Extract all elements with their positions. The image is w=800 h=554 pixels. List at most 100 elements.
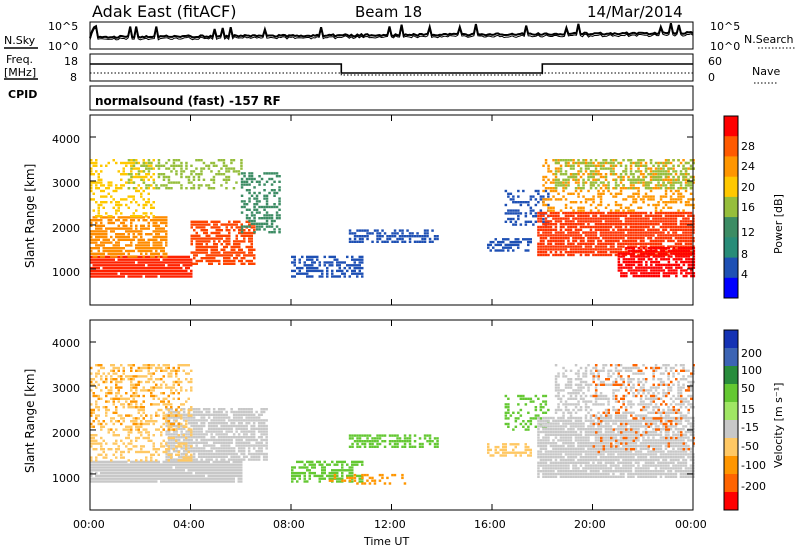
- scatter-region: [617, 246, 696, 278]
- nave-tick-top: 60: [708, 55, 722, 68]
- power-colorbar: 28 24 20 16 12 8 4 Power [dB]: [723, 115, 785, 299]
- scatter-region: [90, 364, 193, 462]
- power-ylabel: Slant Range [km]: [23, 164, 37, 268]
- power-cbar-tick-16: 16: [741, 201, 755, 214]
- scatter-region: [90, 460, 243, 483]
- x-axis: 00:00 04:00 08:00 12:00 16:00 20:00 00:0…: [73, 518, 707, 548]
- scatter-region: [190, 220, 256, 265]
- cpid-text: normalsound (fast) -157 RF: [95, 94, 281, 108]
- colorbar-swatch: [724, 277, 738, 299]
- xtick-2000: 20:00: [574, 518, 606, 531]
- cpid-panel: CPID normalsound (fast) -157 RF: [8, 85, 694, 111]
- scatter-region: [554, 159, 695, 190]
- freq-tick-top: 18: [64, 55, 78, 68]
- velocity-ytick-3000: 3000: [52, 382, 80, 395]
- colorbar-swatch: [724, 196, 738, 218]
- power-tick-marks: [89, 115, 694, 305]
- scatter-region: [487, 443, 532, 457]
- station-title: Adak East (fitACF): [92, 2, 236, 21]
- velocity-cbar-tick-m100: -100: [741, 459, 766, 472]
- scatter-region: [90, 255, 193, 278]
- power-cbar-tick-12: 12: [741, 226, 755, 239]
- xtick-1200: 12:00: [374, 518, 406, 531]
- power-data: [90, 159, 696, 278]
- velocity-ytick-1000: 1000: [52, 472, 80, 485]
- power-cbar-tick-4: 4: [741, 268, 748, 281]
- scatter-region: [291, 255, 364, 278]
- nave-label: Nave: [752, 65, 780, 78]
- power-cbar-label: Power [dB]: [772, 194, 785, 254]
- noise-tick-top-right: 10^5: [710, 20, 740, 33]
- beam-title: Beam 18: [355, 3, 422, 21]
- nave-line: [90, 72, 693, 76]
- velocity-colorbar: 200 100 50 15 -15 -50 -100 -200 Velocity…: [723, 329, 785, 511]
- velocity-ytick-2000: 2000: [52, 427, 80, 440]
- xtick-0800: 08:00: [273, 518, 305, 531]
- xtick-0400: 04:00: [173, 518, 205, 531]
- power-cbar-tick-8: 8: [741, 248, 748, 261]
- scatter-region: [537, 416, 695, 478]
- colorbar-swatch: [724, 438, 738, 457]
- noise-tick-bottom-right: 10^0: [710, 40, 740, 53]
- nsky-label: N.Sky: [4, 34, 36, 47]
- colorbar-swatch: [724, 420, 738, 439]
- scatter-region: [240, 172, 281, 234]
- velocity-cbar-tick-m200: -200: [741, 480, 766, 493]
- xtick-0000: 00:00: [73, 518, 105, 531]
- freq-tick-bottom: 8: [70, 71, 77, 84]
- colorbar-swatch: [724, 257, 738, 279]
- colorbar-swatch: [724, 366, 738, 385]
- scatter-region: [537, 211, 695, 257]
- scatter-region: [592, 364, 695, 454]
- nsearch-line: [89, 24, 694, 41]
- xtick-1600: 16:00: [474, 518, 506, 531]
- power-ytick-4000: 4000: [52, 133, 80, 146]
- velocity-data: [90, 364, 695, 485]
- colorbar-swatch: [724, 237, 738, 258]
- noise-tick-top-left: 10^5: [48, 20, 78, 33]
- x-axis-label: Time UT: [363, 535, 409, 548]
- scatter-region: [348, 229, 439, 243]
- colorbar-swatch: [724, 156, 738, 178]
- velocity-cbar-tick-15: 15: [741, 403, 755, 416]
- scatter-region: [90, 159, 155, 218]
- velocity-cbar-tick-200: 200: [741, 347, 762, 360]
- noise-tick-bottom-left: 10^0: [48, 40, 78, 53]
- scatter-region: [90, 364, 180, 431]
- velocity-panel: Slant Range [km] 1000 2000 3000 4000: [23, 319, 695, 511]
- velocity-ytick-4000: 4000: [52, 337, 80, 350]
- colorbar-swatch: [724, 474, 738, 493]
- velocity-ylabel: Slant Range [km]: [23, 369, 37, 473]
- colorbar-swatch: [724, 176, 738, 198]
- noise-panel: N.Sky 10^5 10^0 10^5 10^0 N.Search: [4, 20, 796, 53]
- power-ytick-3000: 3000: [52, 177, 80, 190]
- colorbar-swatch: [724, 384, 738, 403]
- scatter-region: [487, 238, 532, 252]
- power-cbar-tick-20: 20: [741, 181, 755, 194]
- scatter-region: [348, 434, 439, 448]
- nave-tick-bottom: 0: [708, 71, 715, 84]
- velocity-tick-marks: [89, 320, 694, 510]
- velocity-cbar-tick-m50: -50: [741, 440, 759, 453]
- colorbar-swatch: [724, 217, 738, 238]
- velocity-cbar-tick-50: 50: [741, 382, 755, 395]
- frequency-line: [90, 63, 693, 74]
- freq-label-line1: Freq.: [6, 53, 33, 66]
- frequency-panel: Freq. [MHz] 18 8 60 0 Nave: [4, 53, 780, 84]
- colorbar-swatch: [724, 330, 738, 349]
- colorbar-swatch: [724, 348, 738, 367]
- velocity-cbar-label: Velocity [m s⁻¹]: [772, 383, 785, 468]
- velocity-cbar-tick-m15: -15: [741, 421, 759, 434]
- colorbar-swatch: [724, 456, 738, 475]
- power-panel: Slant Range [km] 1000 2000 3000 4000: [23, 114, 696, 306]
- scatter-region: [127, 159, 243, 190]
- date-title: 14/Mar/2014: [587, 3, 683, 21]
- power-cbar-tick-24: 24: [741, 160, 755, 173]
- freq-label-line2: [MHz]: [4, 66, 36, 79]
- nsearch-label: N.Search: [744, 33, 794, 46]
- colorbar-swatch: [724, 116, 738, 137]
- scatter-region: [328, 473, 407, 485]
- power-ytick-1000: 1000: [52, 266, 80, 279]
- colorbar-swatch: [724, 136, 738, 157]
